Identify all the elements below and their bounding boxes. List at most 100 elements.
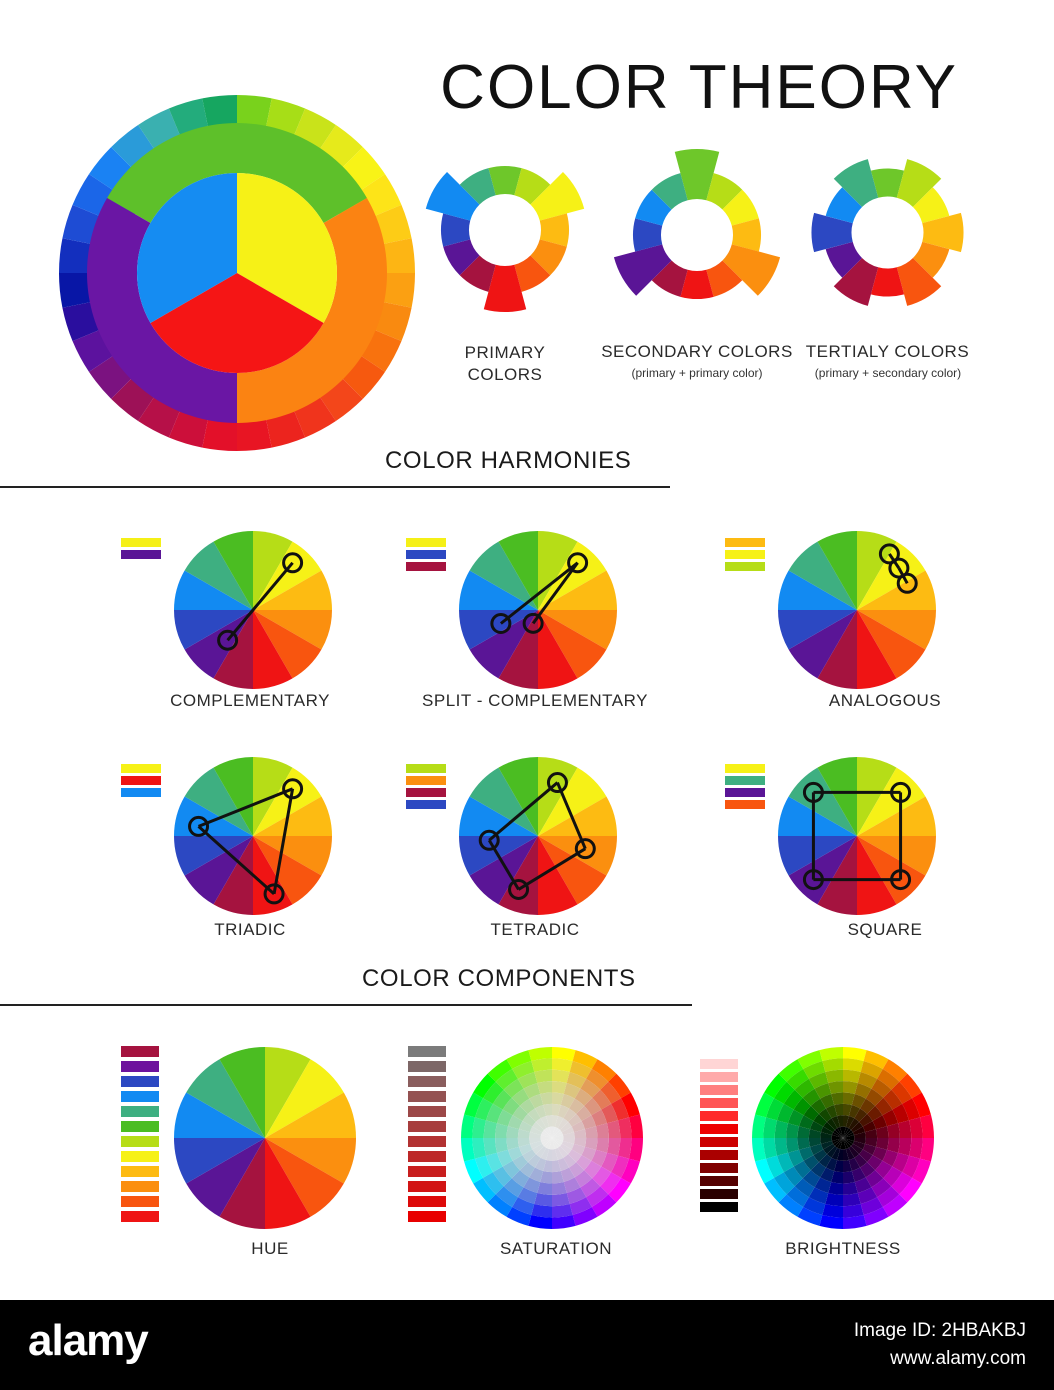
harmony-wheel-segment (253, 796, 332, 836)
brightness-segment (908, 1117, 923, 1138)
saturation-segment (519, 1098, 535, 1114)
tertiary-colors-label: TERTIALY COLORS (805, 342, 970, 361)
component-bar-chip (408, 1046, 446, 1057)
brightness-segment (875, 1097, 893, 1116)
brightness-segment (843, 1203, 864, 1218)
brightness-segment (908, 1138, 923, 1159)
harmony-label: SQUARE (847, 920, 923, 939)
component-bar-chip (408, 1166, 446, 1177)
brightness-segment (843, 1135, 855, 1138)
tertiary-colors-wheel (811, 159, 964, 306)
big-color-wheel (59, 95, 415, 451)
brand-logo: alamy (28, 1316, 149, 1365)
swatch-chip (725, 562, 765, 571)
small-wheel-segment (912, 241, 950, 278)
saturation-segment (483, 1138, 498, 1156)
brightness-segment (897, 1120, 912, 1138)
brightness-segment (891, 1081, 912, 1104)
saturation-segment (506, 1126, 520, 1138)
brightness-segment (899, 1177, 922, 1203)
brightness-segment (882, 1109, 898, 1127)
small-wheel-segment (811, 212, 853, 253)
saturation-segment (517, 1072, 538, 1089)
small-wheel-segment (706, 260, 743, 297)
saturation-segment (543, 1138, 552, 1148)
brightness-segment (833, 1129, 843, 1138)
swatch-chip (406, 550, 446, 559)
brightness-segment (892, 1152, 909, 1173)
saturation-segment (529, 1132, 542, 1138)
harmony-link-line (488, 781, 559, 842)
brightness-segment (854, 1154, 868, 1168)
small-wheel-segment (825, 187, 863, 224)
harmony-marker (217, 629, 239, 651)
brightness-segment (897, 1138, 912, 1156)
brightness-segment (860, 1197, 883, 1215)
brightness-segment (883, 1089, 903, 1110)
hue-wheel-segment (265, 1092, 356, 1138)
saturation-segment (540, 1147, 550, 1160)
harmony-swatches (725, 538, 765, 574)
saturation-segment (535, 1146, 547, 1158)
harmony-wheel-segment (213, 836, 253, 915)
harmony-wheel-segment (857, 796, 936, 836)
brightness-segment (843, 1138, 855, 1141)
brightness-segment (834, 1103, 843, 1117)
brightness-segment (840, 1126, 843, 1138)
component-bar-chip (408, 1121, 446, 1132)
saturation-segment (537, 1181, 552, 1195)
brightness-segment (797, 1126, 811, 1138)
component-bar-chip (700, 1202, 738, 1212)
brightness-segment (851, 1121, 863, 1133)
saturation-segment (461, 1138, 476, 1162)
harmony-marker (546, 772, 568, 794)
brightness-wheel (752, 1047, 934, 1229)
primary-segment (137, 173, 237, 323)
harmonies-rule (0, 486, 670, 488)
brightness-segment (848, 1105, 861, 1119)
harmony-wheel-segment (469, 610, 538, 679)
small-wheel-segment (680, 269, 714, 299)
brightness-segment (783, 1089, 803, 1110)
small-wheel-segment (833, 159, 879, 208)
saturation-segment (541, 1132, 552, 1138)
harmony-wheel-segment (469, 836, 538, 905)
harmony-wheel (459, 757, 617, 915)
component-bar-chip (408, 1136, 446, 1147)
saturation-segment (527, 1154, 541, 1168)
components-heading: COLOR COMPONENTS (362, 965, 636, 992)
brightness-segment (786, 1186, 809, 1207)
saturation-segment (495, 1138, 509, 1153)
brightness-segment (803, 1105, 819, 1121)
brightness-segment (820, 1138, 833, 1144)
saturation-segment (608, 1177, 631, 1203)
saturation-segment (552, 1138, 562, 1147)
harmony-wheel-segment (498, 757, 538, 836)
saturation-segment (534, 1105, 547, 1119)
small-wheel-segment (459, 255, 496, 292)
saturation-segment (569, 1162, 585, 1178)
brightness-segment (826, 1146, 838, 1158)
saturation-segment (542, 1129, 552, 1138)
brightness-segment (877, 1186, 900, 1207)
brightness-segment (778, 1059, 804, 1082)
component-bar-chip (408, 1181, 446, 1192)
harmony-swatches (725, 764, 765, 812)
saturation-segment (576, 1105, 592, 1121)
harmony-wheel (174, 757, 332, 915)
saturation-segment (595, 1138, 609, 1153)
brightness-segment (825, 1157, 838, 1171)
small-wheel-segment (912, 187, 950, 224)
component-bar-chip (121, 1106, 159, 1117)
saturation-segment (522, 1113, 536, 1127)
brightness-segment (825, 1069, 843, 1084)
brightness-segment (848, 1146, 860, 1158)
brightness-segment (911, 1092, 931, 1118)
brightness-segment (821, 1126, 834, 1136)
harmony-marker (567, 552, 589, 574)
brightness-segment (848, 1157, 861, 1171)
brightness-segment (886, 1138, 900, 1153)
component-bar-chip (700, 1059, 738, 1069)
saturation-segment (508, 1115, 523, 1130)
saturation-segment (584, 1138, 598, 1150)
